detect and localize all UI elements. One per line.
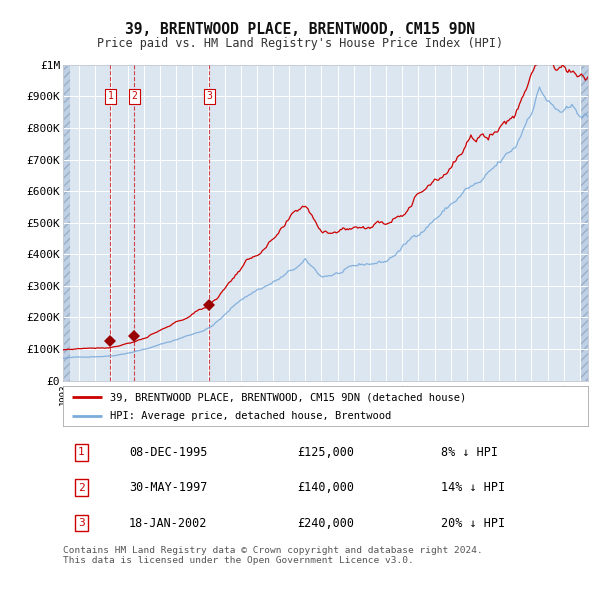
Text: 1: 1 — [78, 447, 85, 457]
Text: £140,000: £140,000 — [297, 481, 354, 494]
Text: 14% ↓ HPI: 14% ↓ HPI — [441, 481, 505, 494]
Bar — [63, 65, 70, 381]
Text: 08-DEC-1995: 08-DEC-1995 — [129, 445, 207, 458]
Text: Contains HM Land Registry data © Crown copyright and database right 2024.
This d: Contains HM Land Registry data © Crown c… — [63, 546, 483, 565]
Text: 18-JAN-2002: 18-JAN-2002 — [129, 517, 207, 530]
Text: 8% ↓ HPI: 8% ↓ HPI — [441, 445, 498, 458]
Text: HPI: Average price, detached house, Brentwood: HPI: Average price, detached house, Bren… — [110, 411, 392, 421]
Text: 39, BRENTWOOD PLACE, BRENTWOOD, CM15 9DN (detached house): 39, BRENTWOOD PLACE, BRENTWOOD, CM15 9DN… — [110, 392, 467, 402]
Text: 1: 1 — [107, 91, 113, 101]
Text: 3: 3 — [78, 518, 85, 528]
Bar — [581, 65, 588, 381]
Text: £125,000: £125,000 — [297, 445, 354, 458]
Text: 30-MAY-1997: 30-MAY-1997 — [129, 481, 207, 494]
Text: 2: 2 — [78, 483, 85, 493]
Text: Price paid vs. HM Land Registry's House Price Index (HPI): Price paid vs. HM Land Registry's House … — [97, 37, 503, 50]
Text: 3: 3 — [206, 91, 212, 101]
Text: 20% ↓ HPI: 20% ↓ HPI — [441, 517, 505, 530]
Text: £240,000: £240,000 — [297, 517, 354, 530]
Text: 39, BRENTWOOD PLACE, BRENTWOOD, CM15 9DN: 39, BRENTWOOD PLACE, BRENTWOOD, CM15 9DN — [125, 22, 475, 37]
Text: 2: 2 — [131, 91, 137, 101]
